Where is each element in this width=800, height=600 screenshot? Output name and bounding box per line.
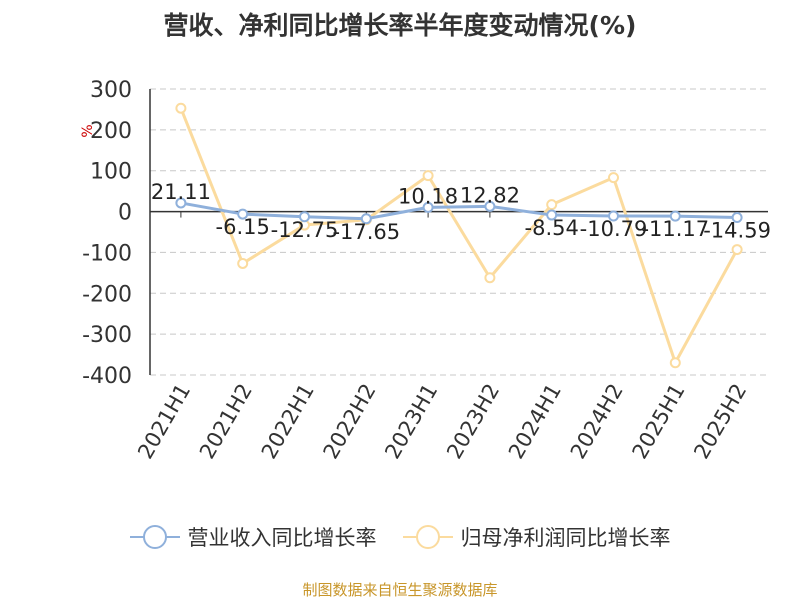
- y-tick-label: -200: [82, 282, 132, 307]
- data-point-revenue: [669, 210, 681, 222]
- x-tick-label: 2023H1: [380, 380, 442, 464]
- data-label: 12.82: [460, 183, 520, 207]
- chart-legend: 营业收入同比增长率 归母净利润同比增长率: [0, 519, 800, 555]
- data-label: -12.75: [271, 218, 339, 242]
- legend-revenue-marker-icon: [129, 523, 180, 551]
- data-point-profit: [731, 244, 743, 256]
- x-tick-label: 2024H1: [504, 380, 566, 464]
- data-label: -11.17: [641, 217, 709, 241]
- data-label: -8.54: [525, 216, 579, 240]
- x-tick-label: 2022H1: [257, 380, 319, 464]
- data-point-revenue: [175, 197, 187, 209]
- data-point-profit: [484, 272, 496, 284]
- data-point-revenue: [237, 208, 249, 220]
- y-tick-label: 0: [118, 201, 132, 226]
- x-tick-label: 2024H2: [566, 380, 628, 464]
- data-point-revenue: [546, 209, 558, 221]
- y-tick-label: -300: [82, 323, 132, 348]
- data-point-profit: [175, 102, 187, 114]
- legend-revenue-label: 营业收入同比增长率: [187, 526, 377, 550]
- chart-title: 营收、净利同比增长率半年度变动情况(%): [163, 11, 637, 40]
- series-line-profit: [179, 107, 739, 365]
- data-label: -14.59: [703, 219, 771, 243]
- x-tick-label: 2023H2: [442, 380, 504, 464]
- y-tick-label: 100: [90, 160, 132, 185]
- data-source-note: 制图数据来自恒生聚源数据库: [302, 581, 498, 599]
- data-point-revenue: [731, 212, 743, 224]
- data-point-revenue: [608, 210, 619, 222]
- data-label: -17.65: [332, 220, 400, 244]
- x-tick-label: 2025H2: [689, 380, 751, 464]
- data-label: 21.11: [151, 180, 211, 204]
- data-point-profit: [608, 172, 619, 184]
- data-point-profit: [237, 257, 249, 269]
- y-tick-label: 300: [90, 78, 132, 103]
- legend-profit-marker-icon: [402, 523, 453, 551]
- y-tick-label: 200: [90, 119, 132, 144]
- series-line-revenue: [180, 201, 738, 221]
- data-label: -10.79: [580, 217, 648, 241]
- data-point-revenue: [360, 213, 372, 225]
- legend-item-revenue[interactable]: 营业收入同比增长率: [129, 522, 377, 552]
- legend-profit-label: 归母净利润同比增长率: [460, 526, 671, 550]
- x-tick-label: 2021H1: [133, 380, 195, 464]
- data-point-profit: [669, 357, 681, 369]
- x-tick-label: 2021H2: [195, 380, 257, 464]
- data-point-profit: [422, 170, 434, 182]
- data-point-revenue: [422, 201, 434, 213]
- data-label: -6.15: [216, 215, 270, 239]
- y-axis-unit: %: [80, 124, 96, 137]
- data-label: 10.18: [398, 184, 458, 208]
- y-tick-label: -100: [82, 241, 132, 266]
- legend-item-profit[interactable]: 归母净利润同比增长率: [402, 522, 671, 552]
- data-point-profit: [546, 199, 558, 211]
- data-point-revenue: [484, 200, 496, 212]
- data-point-revenue: [299, 211, 310, 223]
- x-tick-label: 2025H1: [628, 380, 690, 464]
- y-tick-label: -400: [82, 364, 132, 389]
- x-tick-label: 2022H2: [319, 380, 381, 464]
